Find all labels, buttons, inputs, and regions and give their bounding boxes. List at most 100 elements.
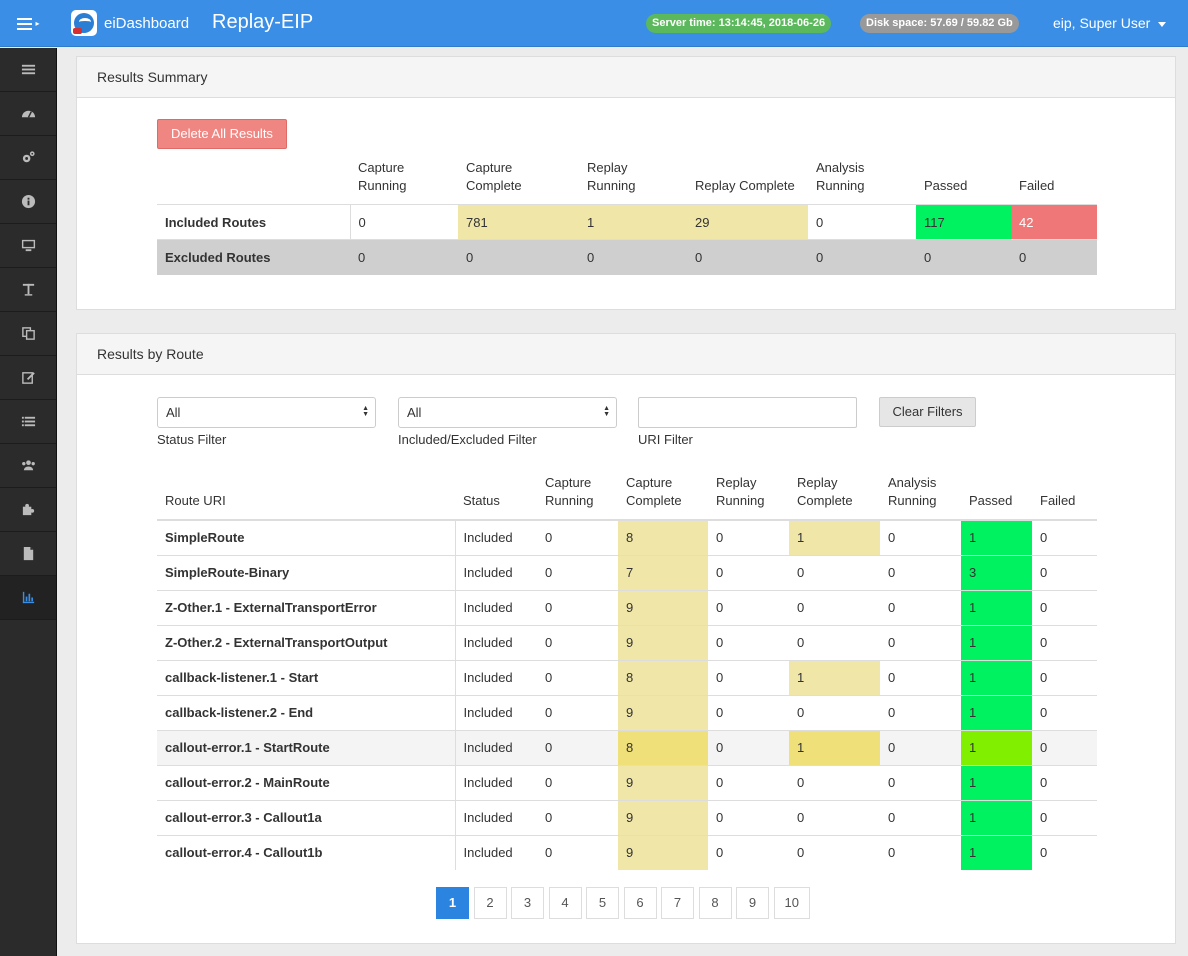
routes-header-capture-running: Capture Running (537, 474, 618, 521)
route-status-cell: Included (455, 554, 537, 590)
replay-complete-cell: 0 (789, 694, 880, 730)
page-button-4[interactable]: 4 (548, 887, 582, 919)
users-icon (21, 460, 35, 471)
routes-header-replay-complete: Replay Complete (789, 474, 880, 521)
route-status-cell: Included (455, 659, 537, 695)
capture-complete-cell: 9 (618, 624, 708, 660)
analysis-running-cell: 0 (880, 624, 961, 660)
replay-complete-cell: 0 (789, 554, 880, 590)
sidebar-item-text[interactable] (0, 268, 56, 312)
sidebar-item-list[interactable] (0, 400, 56, 444)
route-uri-cell: callout-error.3 - Callout1a (157, 799, 456, 835)
capture-running-cell: 0 (537, 694, 618, 730)
brand-logo-icon (71, 10, 97, 36)
passed-cell: 3 (961, 554, 1032, 590)
included-excluded-filter-select[interactable]: All ▲ ▼ (398, 397, 617, 428)
menu-toggle-button[interactable]: ▸ (0, 0, 57, 47)
page-button-6[interactable]: 6 (623, 887, 657, 919)
route-uri-cell: callout-error.4 - Callout1b (157, 834, 456, 870)
capture-running-cell: 0 (537, 659, 618, 695)
sidebar-item-info[interactable] (0, 180, 56, 224)
sidebar-item-copy[interactable] (0, 312, 56, 356)
sidebar-item-results[interactable] (0, 576, 56, 620)
routes-header-status: Status (455, 474, 537, 521)
route-uri-cell: callout-error.2 - MainRoute (157, 764, 456, 800)
passed-cell: 1 (961, 729, 1032, 765)
user-name: eip, Super User (1053, 15, 1151, 31)
sidebar-item-monitor[interactable] (0, 224, 56, 268)
uri-filter-group: URI Filter (638, 397, 857, 447)
replay-complete-cell: 1 (789, 659, 880, 695)
table-row: Z-Other.1 - ExternalTransportError Includ… (157, 589, 1097, 625)
route-status-cell: Included (455, 764, 537, 800)
status-filter-group: All ▲ ▼ Status Filter (157, 397, 376, 447)
routes-header-replay-running: Replay Running (708, 474, 789, 521)
summary-cell-passed: 117 (916, 204, 1011, 240)
summary-cell: 781 (458, 204, 579, 240)
sidebar (0, 48, 57, 956)
capture-running-cell: 0 (537, 834, 618, 870)
passed-cell: 1 (961, 764, 1032, 800)
analysis-running-cell: 0 (880, 799, 961, 835)
summary-header-capture-running: Capture Running (358, 160, 407, 193)
page-button-9[interactable]: 9 (736, 887, 769, 919)
page-button-2[interactable]: 2 (473, 887, 507, 919)
page-button-7[interactable]: 7 (661, 887, 694, 919)
sidebar-item-settings[interactable] (0, 136, 56, 180)
replay-running-cell: 0 (708, 834, 789, 870)
cogs-icon (22, 151, 35, 163)
sidebar-item-edit[interactable] (0, 356, 56, 400)
monitor-icon (21, 239, 35, 252)
route-status-cell: Included (455, 834, 537, 870)
routes-table-body: SimpleRoute Included 0 8 0 1 0 1 0 SimpleRoute-Bi… (157, 519, 1097, 870)
hamburger-icon (17, 15, 33, 33)
pagination: 1 2 3 4 5 6 7 8 9 10 (436, 887, 814, 919)
delete-all-results-button[interactable]: Delete All Results (157, 119, 287, 149)
routes-header-row: Route URI Status Capture Running Capture… (157, 474, 1097, 521)
user-menu-dropdown[interactable]: eip, Super User (1053, 15, 1167, 31)
capture-running-cell: 0 (537, 624, 618, 660)
capture-running-cell: 0 (537, 589, 618, 625)
replay-running-cell: 0 (708, 519, 789, 555)
info-icon (21, 194, 35, 209)
status-filter-label: Status Filter (157, 432, 227, 447)
passed-cell: 1 (961, 694, 1032, 730)
results-summary-title: Results Summary (77, 57, 1175, 98)
page-button-8[interactable]: 8 (698, 887, 732, 919)
capture-running-cell: 0 (537, 519, 618, 555)
route-uri-cell: callback-listener.2 - End (157, 694, 456, 730)
page-button-1[interactable]: 1 (436, 887, 469, 919)
status-filter-select[interactable]: All ▲ ▼ (157, 397, 376, 428)
brand-link[interactable]: eiDashboard (71, 10, 189, 36)
clear-filters-button[interactable]: Clear Filters (879, 397, 976, 427)
uri-filter-input[interactable] (638, 397, 857, 428)
replay-running-cell: 0 (708, 799, 789, 835)
summary-header-replay-complete: Replay Complete (695, 178, 795, 193)
included-filter-value: All (407, 405, 422, 420)
capture-complete-cell: 9 (618, 589, 708, 625)
failed-cell: 0 (1032, 624, 1097, 660)
sidebar-item-dashboard[interactable] (0, 92, 56, 136)
summary-cell: 29 (687, 204, 808, 240)
page-button-10[interactable]: 10 (773, 887, 810, 919)
analysis-running-cell: 0 (880, 764, 961, 800)
passed-cell: 1 (961, 519, 1032, 555)
page-button-3[interactable]: 3 (511, 887, 544, 919)
summary-cell: 0 (349, 204, 458, 240)
analysis-running-cell: 0 (880, 589, 961, 625)
page-button-5[interactable]: 5 (586, 887, 619, 919)
sidebar-item-documents[interactable] (0, 532, 56, 576)
failed-cell: 0 (1032, 729, 1097, 765)
passed-cell: 1 (961, 834, 1032, 870)
results-summary-panel: Results Summary Delete All Results Captu… (76, 56, 1176, 310)
results-by-route-title: Results by Route (77, 334, 1175, 375)
sidebar-item-users[interactable] (0, 444, 56, 488)
summary-cell: 0 (1011, 239, 1097, 275)
analysis-running-cell: 0 (880, 519, 961, 555)
page-title: Replay-EIP (212, 11, 314, 33)
list-icon (21, 416, 35, 427)
capture-running-cell: 0 (537, 729, 618, 765)
capture-running-cell: 0 (537, 764, 618, 800)
sidebar-item-routes[interactable] (0, 48, 56, 92)
sidebar-item-plugins[interactable] (0, 488, 56, 532)
